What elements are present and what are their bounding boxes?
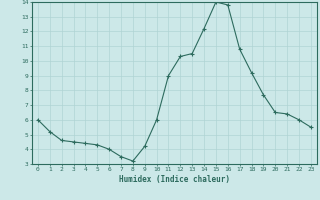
X-axis label: Humidex (Indice chaleur): Humidex (Indice chaleur) xyxy=(119,175,230,184)
